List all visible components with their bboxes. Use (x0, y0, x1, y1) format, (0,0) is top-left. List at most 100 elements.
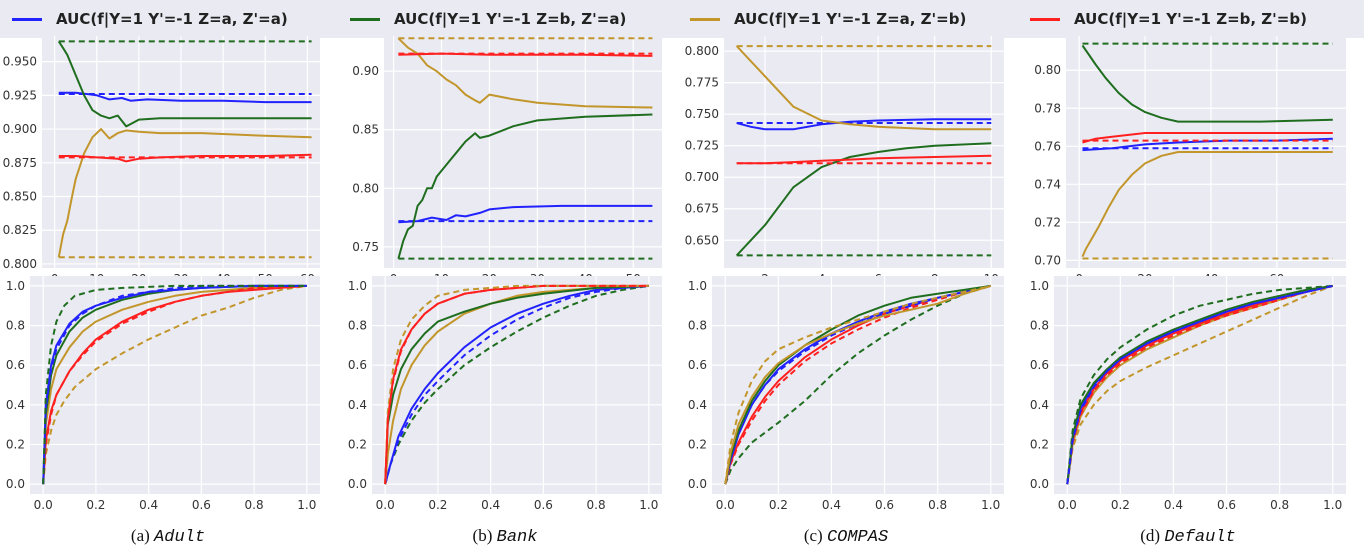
x-tick-label: 0.8 (587, 498, 606, 512)
caption-dataset: COMPAS (826, 528, 889, 547)
x-tick-label: 0.0 (376, 498, 395, 512)
x-tick-label: 0.6 (192, 498, 211, 512)
caption-default: (d) Default (1140, 526, 1236, 547)
series-line-solid (42, 284, 307, 485)
panel-default: 02040600.700.720.740.760.780.80 (1034, 36, 1346, 286)
plot-background (1054, 276, 1346, 494)
y-tick-label: 0.80 (1034, 63, 1061, 77)
y-tick-label: 1.0 (6, 279, 25, 293)
x-tick-label: 1.0 (297, 498, 316, 512)
y-tick-label: 0.2 (1030, 437, 1049, 451)
y-tick-label: 0.2 (688, 437, 707, 451)
series-line-solid (397, 113, 653, 259)
x-tick-label: 0.4 (481, 498, 500, 512)
x-tick-label: 0.6 (875, 498, 894, 512)
x-tick-label: 0.2 (1111, 498, 1130, 512)
caption-prefix: (c) (803, 526, 827, 545)
series-line-solid (57, 128, 312, 258)
series-line-dashed (384, 284, 649, 485)
y-tick-label: 0.6 (348, 358, 367, 372)
plot-background (712, 276, 1004, 494)
plot-background (384, 36, 662, 268)
legend-swatch-zaza (12, 17, 42, 21)
series-line-dashed (384, 284, 649, 485)
series-line-dashed (384, 284, 649, 485)
panel-compas: 2468100.6500.6750.7000.7250.7500.7750.80… (685, 36, 1004, 286)
x-tick-label: 0.4 (822, 498, 841, 512)
caption-adult: (a) Adult (131, 526, 205, 547)
legend: AUC(f|Y=1 Y'=-1 Z=a, Z'=a) AUC(f|Y=1 Y'=… (0, 0, 1364, 38)
y-tick-label: 0.2 (348, 437, 367, 451)
x-tick-label: 0.6 (534, 498, 553, 512)
y-tick-label: 0.875 (3, 156, 37, 170)
y-tick-label: 0.825 (3, 223, 37, 237)
y-tick-label: 0.6 (688, 358, 707, 372)
caption-dataset: Adult (154, 528, 206, 547)
plot-background (372, 276, 662, 494)
legend-item-zazb: AUC(f|Y=1 Y'=-1 Z=a, Z'=b) (690, 7, 966, 31)
y-tick-label: 0.75 (352, 240, 379, 254)
y-tick-label: 0.6 (1030, 358, 1049, 372)
x-tick-label: 1.0 (1323, 498, 1342, 512)
y-tick-label: 0.0 (688, 477, 707, 491)
series-line-solid (398, 204, 653, 224)
y-tick-label: 0.850 (3, 190, 37, 204)
y-tick-label: 0.78 (1034, 101, 1061, 115)
series-line-solid (58, 153, 312, 163)
legend-label-zbza: AUC(f|Y=1 Y'=-1 Z=b, Z'=a) (394, 10, 627, 28)
series-line-solid (384, 284, 649, 485)
x-tick-label: 0.8 (245, 498, 264, 512)
x-tick-label: 0.6 (1217, 498, 1236, 512)
y-tick-label: 1.0 (1030, 279, 1049, 293)
x-tick-label: 0.4 (139, 498, 158, 512)
series-line-dashed (1066, 284, 1333, 485)
series-line-dashed (384, 284, 649, 485)
x-tick-label: 0.4 (1164, 498, 1183, 512)
panel-bank: 010203040500.750.800.850.90 (352, 36, 662, 286)
y-tick-label: 0.950 (3, 55, 37, 69)
panel-bank-roc: 0.0 0.2 0.4 0.6 0.8 1.0 0.0 0.2 0.4 0.6 0.8 1.0 (348, 276, 662, 512)
series-line-solid (397, 37, 653, 109)
y-tick-label: 0.0 (1030, 477, 1049, 491)
series-line-solid (42, 284, 307, 485)
caption-prefix: (b) (472, 526, 497, 545)
series-line-solid (735, 45, 992, 131)
y-tick-label: 0.4 (1030, 398, 1049, 412)
x-tick-label: 0.0 (1058, 498, 1077, 512)
y-tick-label: 0.650 (685, 233, 719, 247)
y-tick-label: 0.4 (688, 398, 707, 412)
y-tick-label: 0.0 (6, 477, 25, 491)
y-tick-label: 0.8 (1030, 319, 1049, 333)
x-tick-label: 0.8 (928, 498, 947, 512)
legend-swatch-zazb (690, 17, 720, 21)
series-line-dashed (42, 284, 307, 485)
series-line-solid (384, 284, 649, 485)
y-tick-label: 0.750 (685, 107, 719, 121)
y-tick-label: 0.90 (352, 64, 379, 78)
series-line-solid (384, 284, 649, 485)
y-tick-label: 0.800 (3, 257, 37, 271)
series-line-solid (42, 284, 307, 485)
series-line-dashed (724, 284, 991, 485)
series-line-dashed (1066, 284, 1333, 485)
panel-compas-roc: 0.0 0.2 0.4 0.6 0.8 1.0 0.0 0.2 0.4 0.6 0.8 1.0 (688, 276, 1004, 512)
series-line-solid (1066, 284, 1333, 485)
y-tick-label: 0.8 (348, 319, 367, 333)
plot-background (30, 276, 320, 494)
y-tick-label: 0.675 (685, 202, 719, 216)
panel-adult: 01020304050600.8000.8250.8500.8750.9000.… (3, 36, 320, 286)
series-line-dashed (724, 284, 991, 485)
x-tick-label: 1.0 (639, 498, 658, 512)
panel-adult-roc: 0.0 0.2 0.4 0.6 0.8 1.0 0.0 0.2 0.4 0.6 0.8 1.0 (6, 276, 320, 512)
series-line-solid (1081, 151, 1333, 257)
y-tick-label: 0.900 (3, 122, 37, 136)
y-tick-label: 0.4 (348, 398, 367, 412)
caption-dataset: Bank (496, 528, 538, 547)
series-line-solid (724, 284, 991, 485)
y-tick-label: 0.80 (352, 181, 379, 195)
x-tick-label: 0.2 (428, 498, 447, 512)
y-tick-label: 0.775 (685, 76, 719, 90)
series-line-dashed (1066, 284, 1333, 485)
